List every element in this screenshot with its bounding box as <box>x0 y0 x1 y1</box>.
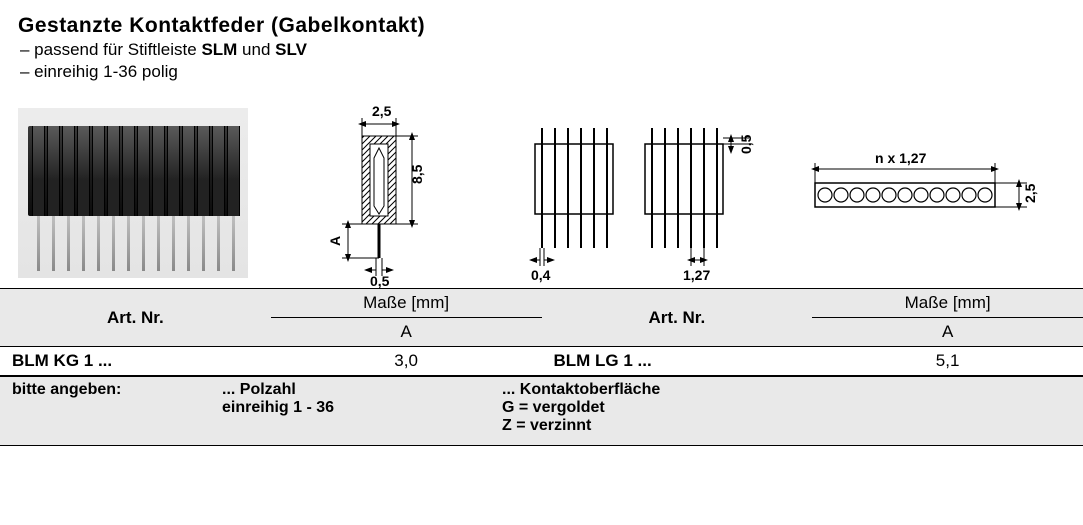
datasheet-section: Gestanzte Kontaktfeder (Gabelkontakt) – … <box>0 0 1083 446</box>
hdr-artnr-1: Art. Nr. <box>0 289 271 347</box>
drawing-contact-front: 2,5 8,5 A 0,5 <box>270 98 500 288</box>
table-header-row: Art. Nr. Maße [mm] Art. Nr. Maße [mm] <box>0 289 1083 318</box>
dim-length-n: n x 1,27 <box>875 150 927 166</box>
ordering-legend: bitte angeben: ... Polzahl einreihig 1 -… <box>0 376 1083 446</box>
subtitle-1: – passend für Stiftleiste SLM und SLV <box>18 40 1065 60</box>
section-title: Gestanzte Kontaktfeder (Gabelkontakt) <box>18 14 1065 38</box>
cell-name-1: BLM KG 1 ... <box>0 347 271 376</box>
hdr-a-1: A <box>271 318 542 347</box>
dim-pitch: 1,27 <box>683 267 710 283</box>
dim-pin-length-a: A <box>327 236 343 246</box>
subtitle-1-b1: SLM <box>201 40 237 59</box>
dim-body-height: 8,5 <box>409 164 425 184</box>
legend-polzahl-col: ... Polzahl einreihig 1 - 36 <box>222 381 502 435</box>
legend-kontakt-g: G = vergoldet <box>502 399 902 417</box>
subtitle-2: – einreihig 1-36 polig <box>18 62 1065 82</box>
hdr-artnr-2: Art. Nr. <box>542 289 813 347</box>
legend-kontakt-z: Z = verzinnt <box>502 417 902 435</box>
diagram-row: // placeholder slots & pins drawn after … <box>0 90 1083 288</box>
drawing-top-view: n x 1,27 2,5 <box>770 98 1070 288</box>
dim-pin-dia: 0,5 <box>370 273 390 288</box>
cell-val-1: 3,0 <box>271 347 542 376</box>
dim-pin-dia-04: 0,4 <box>531 267 551 283</box>
subtitle-1-prefix: – passend für Stiftleiste <box>20 40 201 59</box>
legend-bitte: bitte angeben: <box>12 381 222 435</box>
legend-kontakt: ... Kontaktoberfläche <box>502 381 902 399</box>
dim-strip-height: 2,5 <box>1022 183 1038 203</box>
dim-top-offset: 0,5 <box>738 134 754 154</box>
dim-body-width: 2,5 <box>372 103 392 119</box>
cell-val-2: 5,1 <box>812 347 1083 376</box>
table-data-row: BLM KG 1 ... 3,0 BLM LG 1 ... 5,1 <box>0 347 1083 376</box>
hdr-a-2: A <box>812 318 1083 347</box>
cell-name-2: BLM LG 1 ... <box>542 347 813 376</box>
subtitle-1-mid: und <box>237 40 275 59</box>
legend-polzahl: ... Polzahl <box>222 381 502 399</box>
header-block: Gestanzte Kontaktfeder (Gabelkontakt) – … <box>0 0 1083 90</box>
drawing-side-rows: 0,5 0,4 1,27 <box>500 98 770 288</box>
subtitle-1-b2: SLV <box>275 40 307 59</box>
product-photo-cell: // placeholder slots & pins drawn after … <box>0 98 270 288</box>
spec-table: Art. Nr. Maße [mm] Art. Nr. Maße [mm] A … <box>0 288 1083 376</box>
legend-polzahl-sub: einreihig 1 - 36 <box>222 399 502 417</box>
product-photo: // placeholder slots & pins drawn after … <box>18 108 248 278</box>
hdr-masse-1: Maße [mm] <box>271 289 542 318</box>
hdr-masse-2: Maße [mm] <box>812 289 1083 318</box>
legend-kontakt-col: ... Kontaktoberfläche G = vergoldet Z = … <box>502 381 902 435</box>
